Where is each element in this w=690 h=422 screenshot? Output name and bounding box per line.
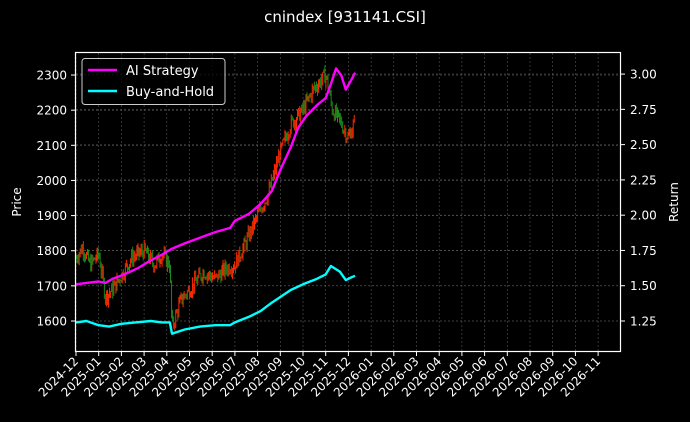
legend: AI Strategy Buy-and-Hold — [81, 58, 226, 105]
legend-ai-strategy-label: AI Strategy — [126, 64, 199, 79]
price-candles — [75, 65, 355, 331]
x-axis: 2024-122025-012025-022025-032025-042025-… — [36, 352, 603, 400]
y-tick-label: 2300 — [36, 69, 67, 83]
legend-buy-and-hold-label: Buy-and-Hold — [126, 85, 214, 100]
y-tick-label-right: 1.75 — [630, 244, 657, 258]
right-y-axis-label: Return — [667, 182, 681, 222]
left-y-axis-label: Price — [10, 187, 24, 216]
left-y-axis: 1600 1700 1800 1900 2000 2100 2200 2300 — [36, 69, 75, 329]
y-tick-label-right: 2.50 — [630, 138, 657, 152]
y-tick-label-right: 1.50 — [630, 279, 657, 293]
y-tick-label-right: 1.25 — [630, 315, 657, 329]
y-tick-label: 1700 — [36, 279, 67, 293]
ai-strategy-line — [75, 67, 357, 286]
y-tick-label-right: 2.25 — [630, 173, 657, 187]
y-tick-label: 1900 — [36, 209, 67, 223]
y-tick-label-right: 2.75 — [630, 103, 657, 117]
y-tick-label: 1800 — [36, 244, 67, 258]
y-tick-label: 2200 — [36, 104, 67, 118]
y-tick-label-right: 3.00 — [630, 68, 657, 82]
y-tick-label: 2000 — [36, 174, 67, 188]
y-tick-label-right: 2.00 — [630, 209, 657, 223]
buy-and-hold-line — [75, 264, 356, 335]
chart-title: cnindex [931141.CSI] — [264, 8, 426, 26]
right-y-axis: 1.25 1.50 1.75 2.00 2.25 2.50 2.75 3.00 — [621, 68, 657, 329]
grid-lines — [75, 53, 620, 351]
plot-frame — [74, 51, 622, 353]
y-tick-label: 2100 — [36, 139, 67, 153]
y-tick-label: 1600 — [36, 315, 67, 329]
